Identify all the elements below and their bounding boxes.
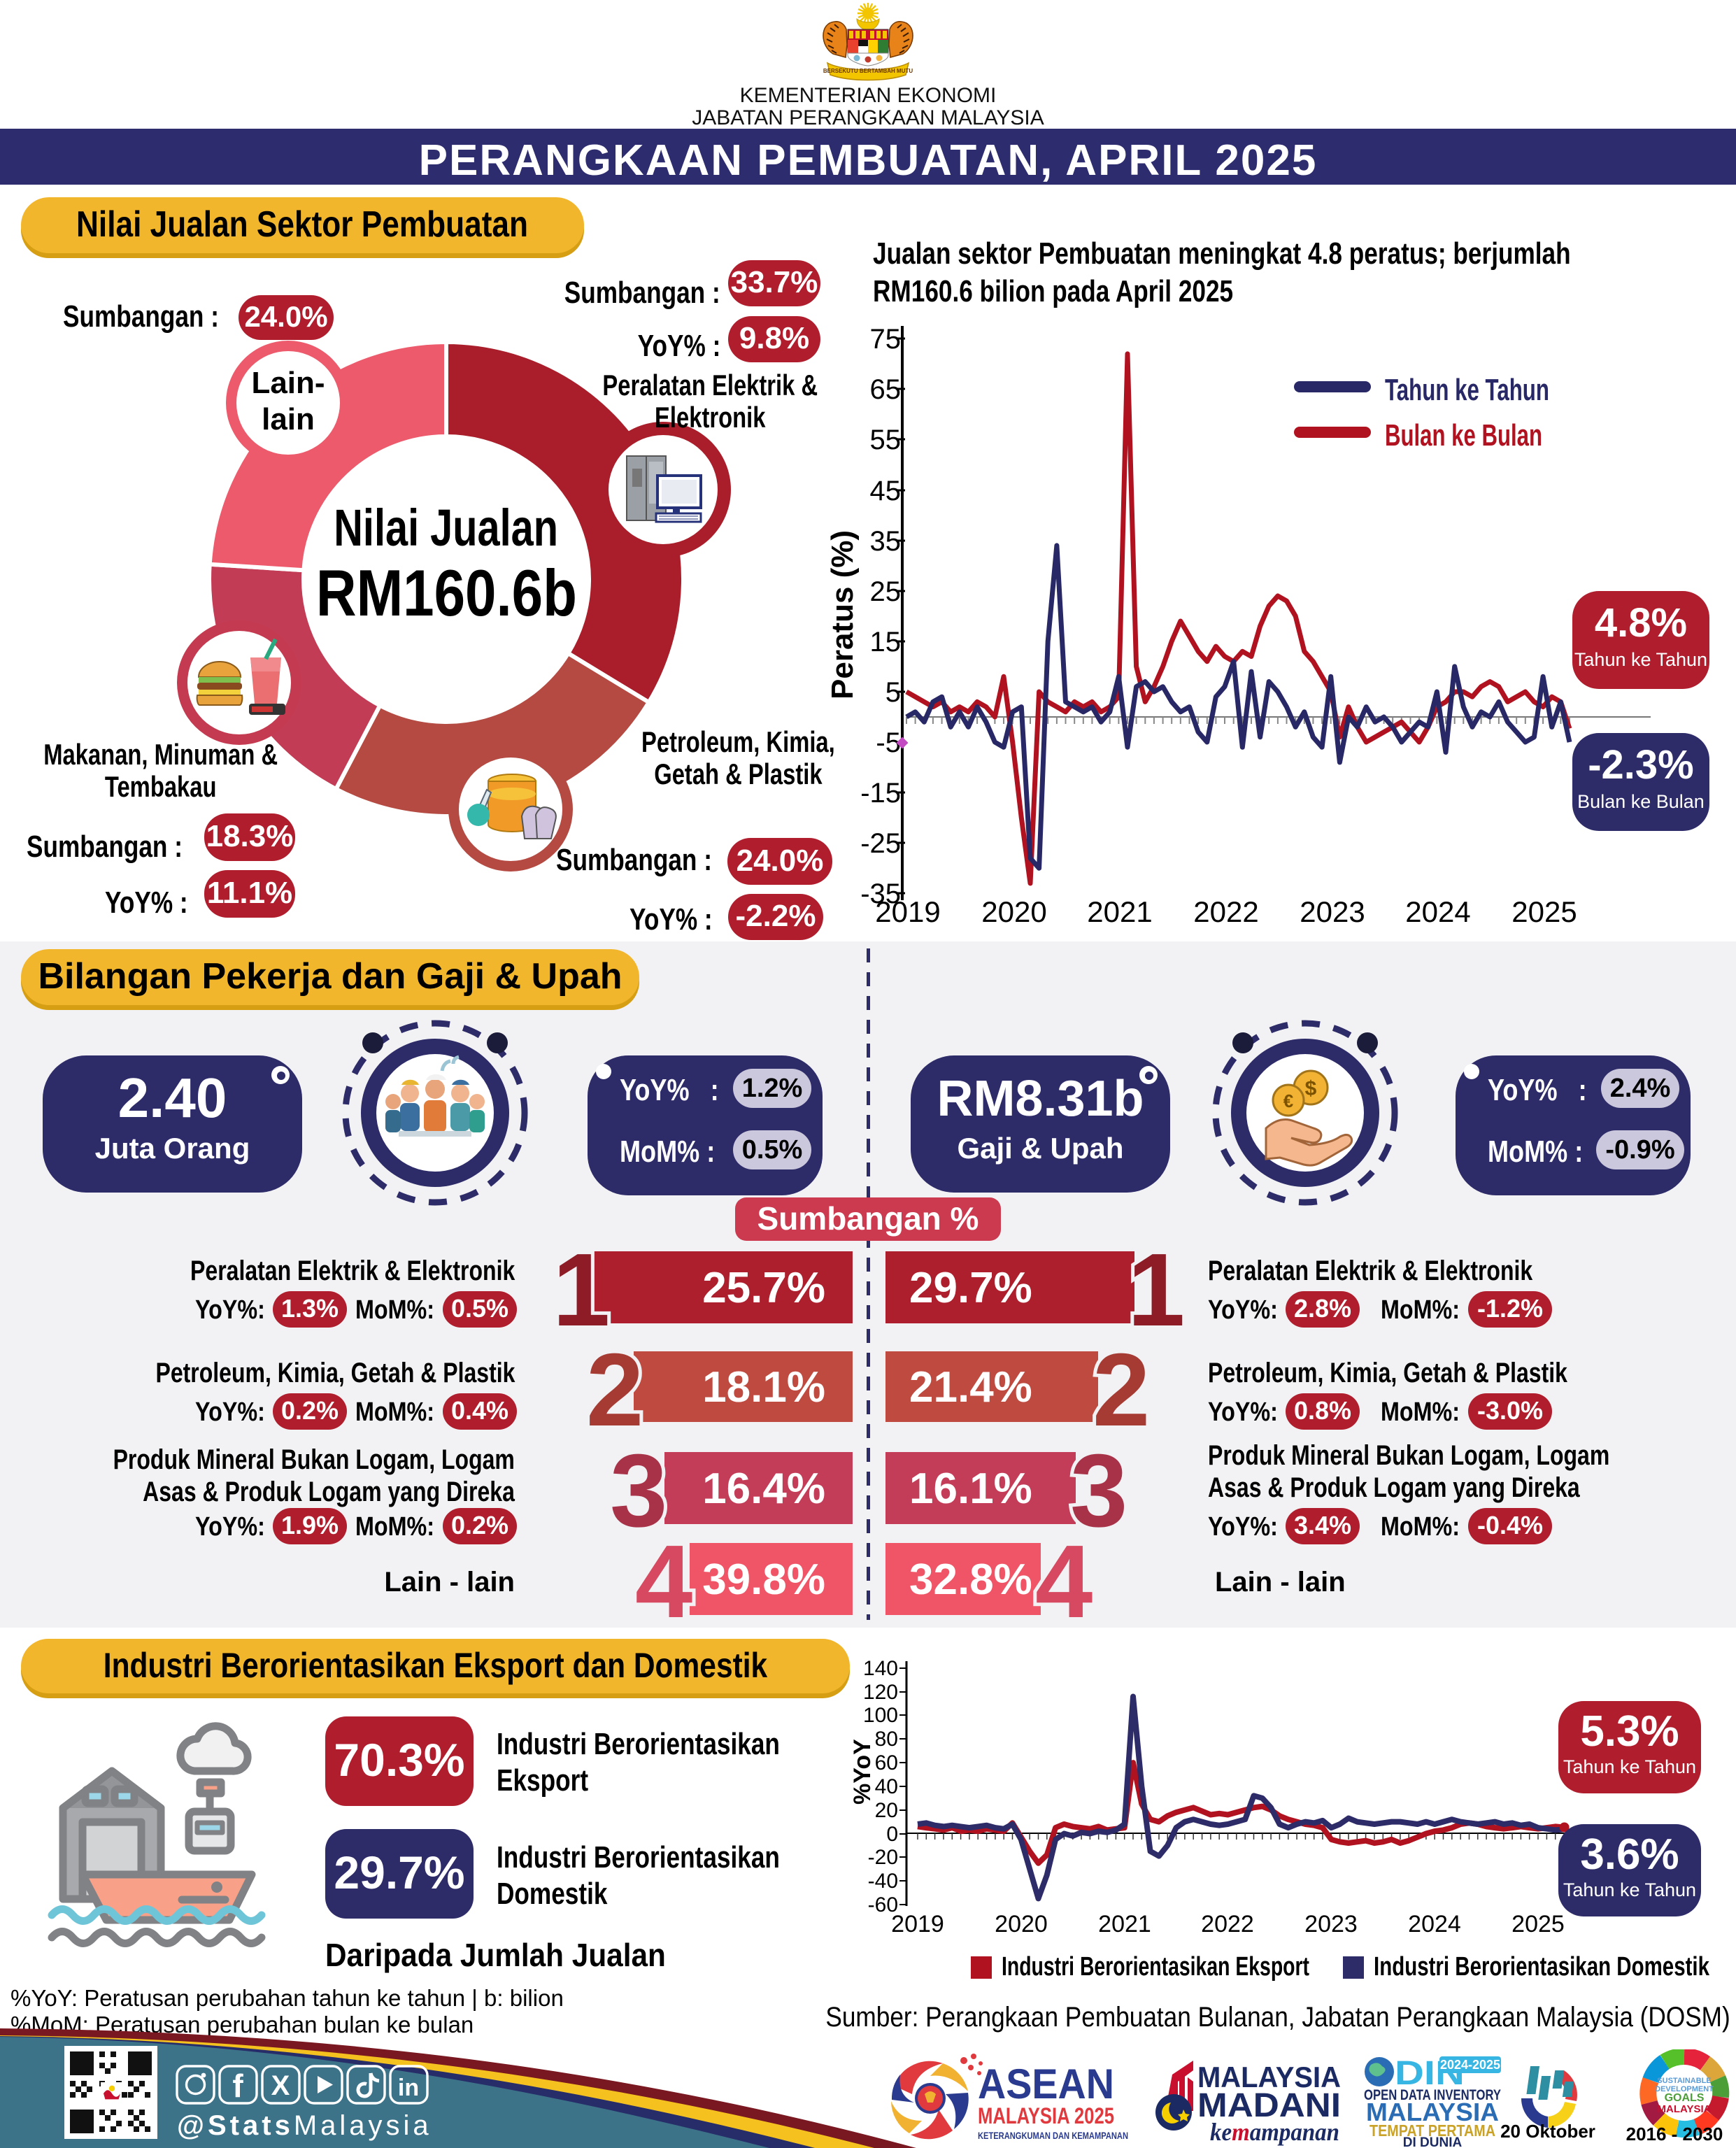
svg-text:140: 140 [863,1657,898,1680]
svg-text:16.4%: 16.4% [702,1465,825,1513]
svg-text:-60: -60 [868,1893,898,1916]
svg-text:$: $ [1305,1077,1317,1100]
svg-text:2024-2025: 2024-2025 [1440,2058,1500,2072]
svg-text:Bulan ke Bulan: Bulan ke Bulan [1385,418,1542,453]
svg-text:2025: 2025 [1511,1911,1565,1937]
svg-text:MALAYSIA: MALAYSIA [1658,2103,1712,2115]
svg-text:100: 100 [863,1704,898,1727]
svg-text:BERSEKUTU BERTAMBAH MUTU: BERSEKUTU BERTAMBAH MUTU [823,68,913,74]
svg-text:21.4%: 21.4% [909,1363,1032,1411]
svg-text:kemampanan: kemampanan [1210,2118,1339,2146]
svg-text:25: 25 [870,576,902,607]
svg-text:20: 20 [875,1799,898,1822]
svg-text:25.7%: 25.7% [702,1264,825,1312]
svg-text:2022: 2022 [1201,1911,1254,1937]
svg-text:2021: 2021 [1098,1911,1151,1937]
svg-text:MALAYSIA: MALAYSIA [1366,2098,1499,2126]
svg-text:2025: 2025 [1511,895,1577,928]
svg-text:GOALS: GOALS [1665,2092,1705,2104]
svg-text:29.7%: 29.7% [909,1264,1032,1312]
svg-text:75: 75 [870,324,902,355]
svg-text:Tahun ke Tahun: Tahun ke Tahun [1385,373,1549,407]
svg-text:Industri Berorientasikan Domes: Industri Berorientasikan Domestik [1374,1952,1710,1982]
svg-text:5: 5 [885,677,901,708]
svg-text:120: 120 [863,1681,898,1704]
svg-text:f: f [232,2068,243,2104]
svg-text:SUSTAINABLE: SUSTAINABLE [1657,2077,1711,2085]
svg-text:65: 65 [870,374,902,405]
svg-text:60: 60 [875,1751,898,1774]
svg-text:2021: 2021 [1087,895,1152,928]
svg-text:32.8%: 32.8% [909,1556,1032,1604]
svg-text:MALAYSIA: MALAYSIA [1197,2061,1341,2093]
svg-text:MALAYSIA 2025: MALAYSIA 2025 [978,2103,1114,2128]
svg-text:2023: 2023 [1300,895,1365,928]
svg-text:4: 4 [635,1524,692,1630]
svg-text:1: 1 [1127,1238,1185,1348]
svg-text:DI DUNIA: DI DUNIA [1403,2135,1463,2148]
svg-text:2022: 2022 [1193,895,1258,928]
svg-text:-40: -40 [868,1870,898,1893]
svg-text:2: 2 [586,1332,643,1448]
svg-text:2020: 2020 [981,895,1046,928]
svg-text:OPEN DATA INVENTORY: OPEN DATA INVENTORY [1364,2087,1501,2103]
svg-text:2023: 2023 [1304,1911,1358,1937]
svg-text:15: 15 [870,627,902,657]
svg-text:2: 2 [1093,1332,1150,1448]
svg-text:-15: -15 [860,778,901,809]
svg-text:35: 35 [870,526,902,557]
svg-text:1: 1 [553,1238,610,1348]
svg-text:Lain-: Lain- [251,366,325,400]
svg-text:@StatsMalaysia: @StatsMalaysia [177,2110,432,2141]
svg-text:0: 0 [886,1823,898,1846]
svg-text:20 Oktober: 20 Oktober [1500,2121,1595,2142]
svg-text:4: 4 [1035,1524,1093,1630]
svg-text:KETERANGKUMAN DAN KEMAMPANAN: KETERANGKUMAN DAN KEMAMPANAN [978,2130,1128,2141]
svg-text:€: € [1283,1090,1293,1111]
svg-text:-20: -20 [868,1846,898,1869]
svg-text:39.8%: 39.8% [702,1556,825,1604]
svg-text:-25: -25 [860,828,901,859]
svg-text:2016 - 2030: 2016 - 2030 [1626,2124,1723,2145]
svg-text:2024: 2024 [1405,895,1470,928]
svg-text:in: in [398,2075,419,2101]
svg-text:2019: 2019 [891,1911,944,1937]
svg-text:X: X [271,2070,290,2101]
svg-text:55: 55 [870,425,902,455]
svg-text:-35: -35 [860,879,901,909]
svg-text:16.1%: 16.1% [909,1465,1032,1513]
svg-text:3: 3 [1070,1433,1127,1549]
svg-text:3: 3 [610,1433,667,1549]
svg-text:40: 40 [875,1775,898,1798]
svg-text:2019: 2019 [875,895,940,928]
svg-text:ASEAN: ASEAN [978,2061,1114,2107]
svg-text:DEVELOPMENT: DEVELOPMENT [1655,2085,1714,2093]
svg-text:Industri Berorientasikan Ekspo: Industri Berorientasikan Eksport [1002,1952,1309,1982]
svg-text:lain: lain [262,402,315,436]
svg-text:2020: 2020 [995,1911,1048,1937]
svg-text:18.1%: 18.1% [702,1363,825,1411]
svg-text:2024: 2024 [1408,1911,1461,1937]
svg-text:MADANI: MADANI [1197,2087,1341,2124]
svg-text:TEMPAT PERTAMA: TEMPAT PERTAMA [1369,2121,1495,2140]
svg-text:45: 45 [870,476,902,506]
svg-text:80: 80 [875,1728,898,1751]
